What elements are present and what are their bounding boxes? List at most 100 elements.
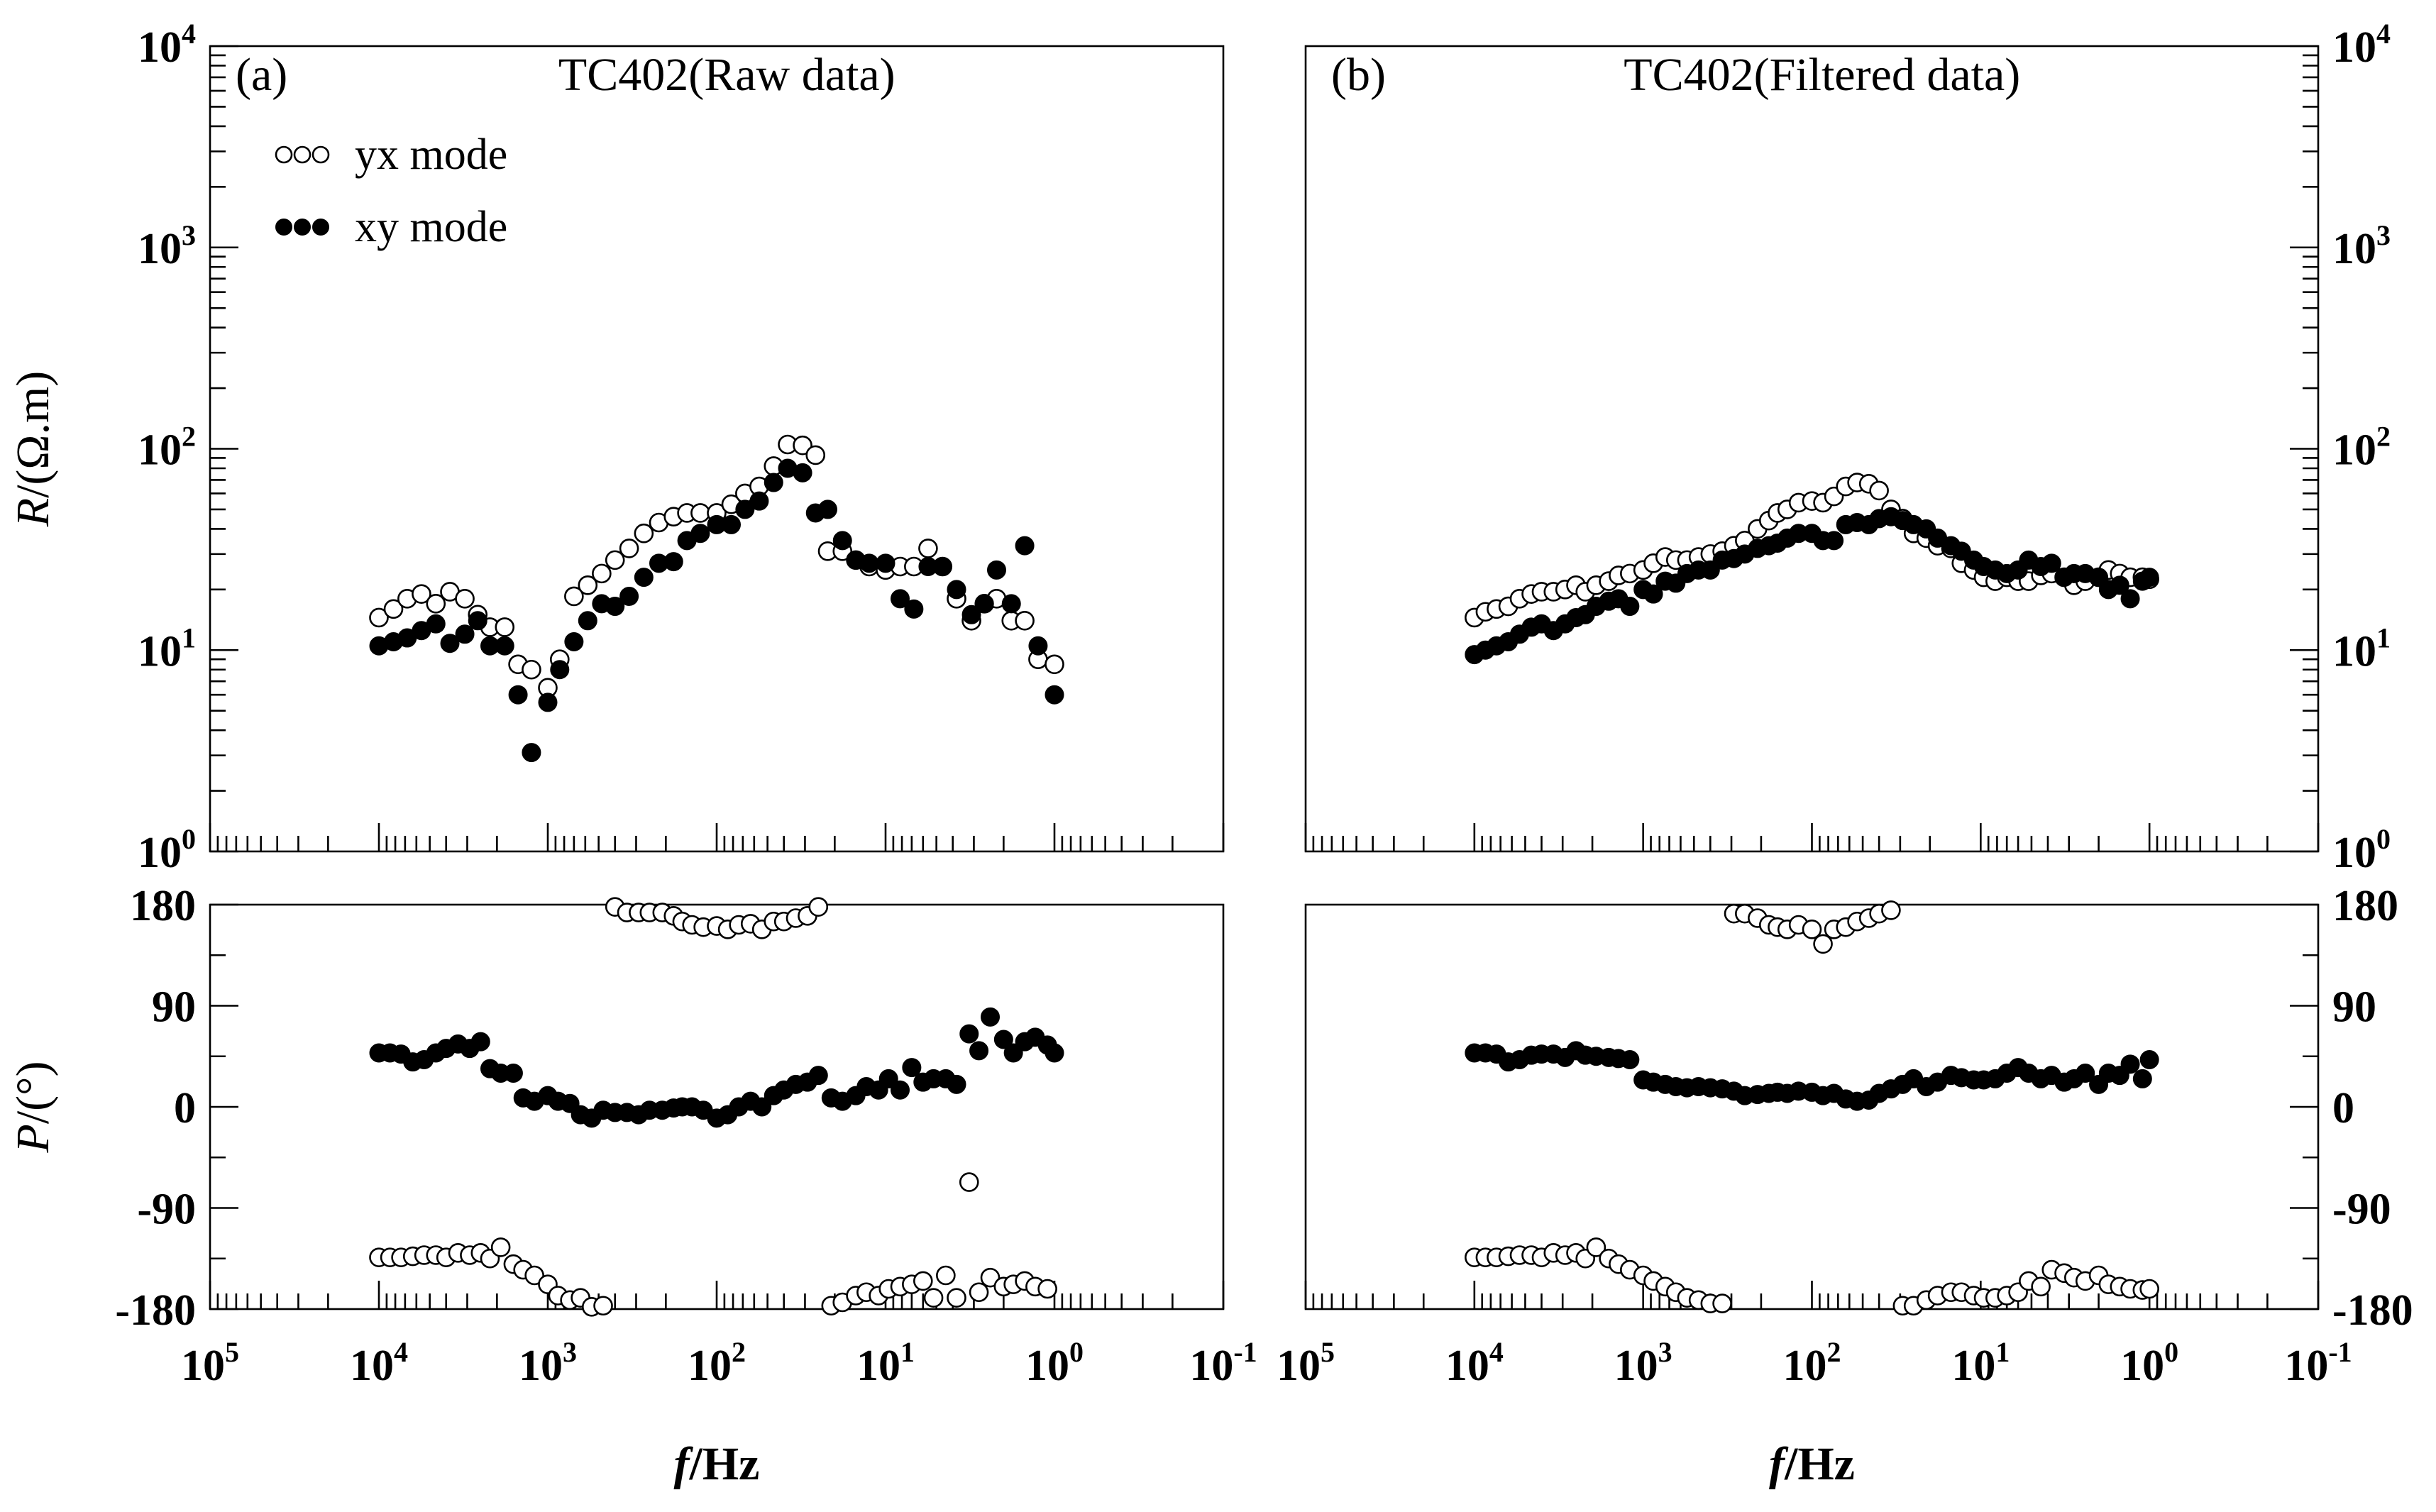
x-axis-label: f/Hz — [674, 1438, 760, 1490]
panel-title: TC402(Filtered data) — [1624, 49, 2020, 101]
data-point — [1037, 1279, 1057, 1299]
x-tick-label: 103 — [1614, 1336, 1672, 1390]
x-tick-label: 100 — [2120, 1336, 2178, 1390]
data-point — [947, 580, 966, 600]
data-point — [947, 1288, 966, 1308]
data-point — [619, 586, 639, 606]
panel-letter: (b) — [1331, 49, 1386, 101]
resistivity-y-tick-label: 100 — [2332, 823, 2391, 877]
data-point — [1620, 597, 1640, 617]
x-tick-label: 10-1 — [1189, 1336, 1257, 1390]
phase-y-tick-label: 180 — [2332, 882, 2398, 930]
data-point — [959, 1024, 979, 1044]
data-point — [749, 491, 769, 511]
data-point — [412, 584, 431, 604]
phase-y-tick-label: -90 — [137, 1186, 196, 1234]
phase-y-tick-label: 90 — [2332, 983, 2376, 1032]
data-point — [1712, 1293, 1732, 1313]
data-point — [605, 550, 625, 570]
data-point — [980, 1267, 1001, 1288]
data-point — [2031, 1276, 2051, 1297]
phase-y-tick-label: 90 — [152, 983, 196, 1032]
resistivity-y-tick-label: 101 — [2332, 622, 2391, 675]
data-point — [1881, 900, 1901, 920]
data-point — [1045, 1043, 1064, 1063]
resistivity-series-xy — [369, 458, 1064, 763]
data-point — [470, 1032, 490, 1052]
data-point — [969, 1041, 989, 1061]
data-point — [969, 1282, 989, 1303]
data-point — [993, 1030, 1013, 1049]
data-point — [1028, 636, 1048, 656]
data-point — [383, 599, 404, 619]
data-point — [1015, 610, 1035, 631]
data-point — [876, 553, 895, 573]
panel-a: 105 104 103 102 101 100 10-1 f/Hz 100 101 102 103 10… — [7, 18, 1257, 1490]
data-point — [1001, 594, 1021, 614]
data-point — [2139, 1050, 2159, 1069]
data-point — [524, 1265, 544, 1286]
resistivity-y-tick-label: 104 — [138, 18, 196, 72]
data-point — [936, 1265, 956, 1286]
resistivity-y-tick-label: 102 — [138, 421, 196, 475]
data-point — [735, 500, 755, 519]
data-point — [1802, 920, 1822, 939]
resistivity-series-yx — [369, 434, 1064, 698]
x-tick-label: 105 — [1277, 1336, 1335, 1390]
data-point — [913, 1271, 933, 1291]
data-point — [538, 692, 558, 712]
data-point — [634, 523, 654, 543]
data-point — [1586, 1237, 1606, 1257]
data-point — [1813, 934, 1833, 954]
x-tick-label: 104 — [1445, 1336, 1504, 1390]
data-point — [918, 539, 938, 558]
data-point — [495, 636, 514, 656]
data-point — [468, 611, 487, 631]
data-point — [593, 1296, 613, 1316]
legend-marker — [293, 145, 312, 164]
data-point — [1620, 1050, 1640, 1069]
data-point — [2139, 568, 2159, 587]
x-tick-label: 101 — [1951, 1336, 2010, 1390]
data-point — [805, 445, 826, 465]
legend-marker — [312, 145, 330, 164]
data-point — [2139, 1279, 2159, 1299]
x-tick-label: 105 — [181, 1336, 239, 1390]
legend-marker — [294, 219, 311, 236]
data-point — [455, 624, 475, 644]
data-point — [932, 557, 952, 577]
legend-label: yx mode — [355, 131, 507, 179]
data-point — [902, 1058, 922, 1078]
data-point — [690, 503, 710, 523]
data-point — [878, 1069, 898, 1088]
data-point — [923, 1288, 944, 1308]
x-tick-label: 101 — [856, 1336, 915, 1390]
legend-marker — [275, 145, 293, 164]
data-point — [495, 617, 515, 637]
data-point — [663, 552, 683, 572]
legend: yx mode xy mode — [275, 131, 507, 251]
data-point — [793, 463, 812, 482]
x-axis-label: f/Hz — [1769, 1438, 1855, 1490]
data-point — [808, 1066, 828, 1086]
data-point — [832, 531, 852, 551]
x-tick-label: 102 — [1783, 1336, 1841, 1390]
data-point — [564, 586, 584, 607]
data-point — [752, 1097, 772, 1117]
data-point — [1824, 531, 1844, 551]
resistivity-y-tick-label: 103 — [2332, 219, 2391, 273]
data-point — [818, 500, 838, 519]
data-point — [722, 514, 742, 534]
phase-axes-frame — [1304, 903, 2320, 1310]
resistivity-y-tick-label: 103 — [138, 219, 196, 273]
data-point — [578, 575, 598, 595]
data-point — [1015, 536, 1035, 556]
data-point — [891, 1080, 910, 1100]
phase-series-yx — [1465, 900, 2159, 1316]
data-point — [503, 1064, 523, 1083]
phase-y-axis-label: P/(°) — [7, 1061, 59, 1153]
data-point — [550, 660, 570, 680]
data-point — [987, 560, 1007, 580]
panel-b: 105 104 103 102 101 100 10-1 f/Hz 100 101 102 103 10… — [1277, 18, 2413, 1490]
